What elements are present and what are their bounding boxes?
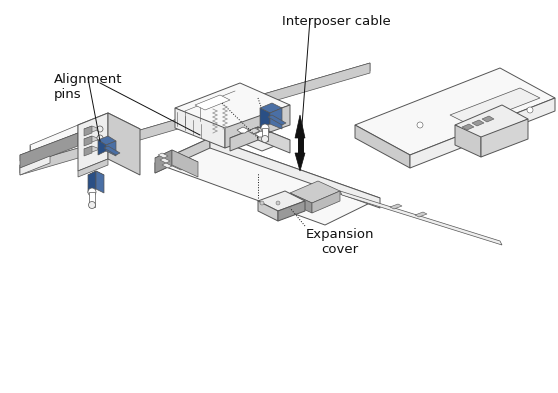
Polygon shape: [84, 136, 100, 142]
Polygon shape: [278, 201, 305, 221]
Polygon shape: [248, 128, 260, 134]
Polygon shape: [88, 171, 96, 193]
Polygon shape: [155, 150, 172, 173]
Circle shape: [527, 107, 533, 113]
Polygon shape: [260, 108, 270, 128]
Polygon shape: [455, 125, 481, 157]
Polygon shape: [268, 115, 286, 125]
Polygon shape: [295, 153, 305, 171]
Polygon shape: [98, 140, 106, 155]
Circle shape: [261, 124, 269, 132]
Polygon shape: [160, 158, 170, 163]
Polygon shape: [98, 136, 116, 145]
Polygon shape: [290, 193, 312, 213]
Polygon shape: [462, 124, 474, 130]
Polygon shape: [225, 105, 290, 148]
Polygon shape: [84, 146, 100, 152]
Polygon shape: [78, 113, 140, 141]
Polygon shape: [84, 136, 92, 146]
Circle shape: [276, 201, 280, 205]
Polygon shape: [175, 108, 225, 148]
Polygon shape: [78, 159, 108, 177]
Polygon shape: [415, 212, 427, 217]
Polygon shape: [30, 125, 78, 153]
Polygon shape: [155, 138, 380, 225]
Polygon shape: [20, 133, 78, 161]
Polygon shape: [450, 88, 540, 125]
Polygon shape: [290, 181, 340, 203]
Polygon shape: [481, 119, 528, 157]
Polygon shape: [258, 127, 290, 153]
Polygon shape: [175, 83, 290, 130]
Polygon shape: [84, 126, 100, 132]
Text: Alignment
pins: Alignment pins: [54, 73, 123, 101]
Circle shape: [507, 95, 513, 101]
Polygon shape: [258, 191, 305, 211]
Polygon shape: [472, 120, 484, 126]
Polygon shape: [255, 131, 267, 137]
Polygon shape: [20, 63, 370, 175]
Polygon shape: [162, 163, 172, 168]
Polygon shape: [340, 191, 502, 245]
Polygon shape: [410, 98, 555, 168]
Polygon shape: [20, 156, 50, 175]
Circle shape: [89, 202, 95, 209]
Polygon shape: [312, 191, 340, 213]
Polygon shape: [78, 113, 108, 171]
Bar: [262, 128, 268, 141]
Polygon shape: [88, 171, 104, 179]
Polygon shape: [355, 125, 410, 168]
Bar: [297, 135, 302, 153]
Polygon shape: [20, 63, 370, 173]
Polygon shape: [172, 150, 198, 177]
Polygon shape: [96, 171, 104, 193]
Polygon shape: [20, 133, 78, 168]
Polygon shape: [270, 108, 282, 129]
Polygon shape: [155, 138, 210, 173]
Polygon shape: [158, 153, 168, 158]
Polygon shape: [108, 113, 140, 175]
Polygon shape: [355, 68, 555, 155]
Circle shape: [262, 136, 268, 143]
Bar: [89, 192, 95, 207]
Polygon shape: [104, 146, 120, 155]
Circle shape: [97, 135, 103, 141]
Polygon shape: [210, 138, 380, 208]
Circle shape: [417, 122, 423, 128]
Polygon shape: [390, 204, 402, 209]
Circle shape: [97, 126, 103, 132]
Polygon shape: [455, 105, 528, 139]
Polygon shape: [260, 103, 282, 113]
Polygon shape: [295, 115, 305, 138]
Polygon shape: [106, 141, 116, 156]
Polygon shape: [230, 127, 258, 151]
Circle shape: [88, 188, 96, 196]
Polygon shape: [195, 95, 230, 110]
Polygon shape: [482, 116, 494, 122]
Text: Expansion
cover: Expansion cover: [306, 228, 374, 256]
Polygon shape: [258, 201, 278, 221]
Polygon shape: [84, 126, 92, 136]
Circle shape: [260, 201, 264, 205]
Polygon shape: [230, 127, 290, 151]
Polygon shape: [155, 150, 198, 170]
Polygon shape: [84, 146, 92, 156]
Text: Interposer cable: Interposer cable: [282, 15, 391, 28]
Polygon shape: [237, 127, 249, 133]
